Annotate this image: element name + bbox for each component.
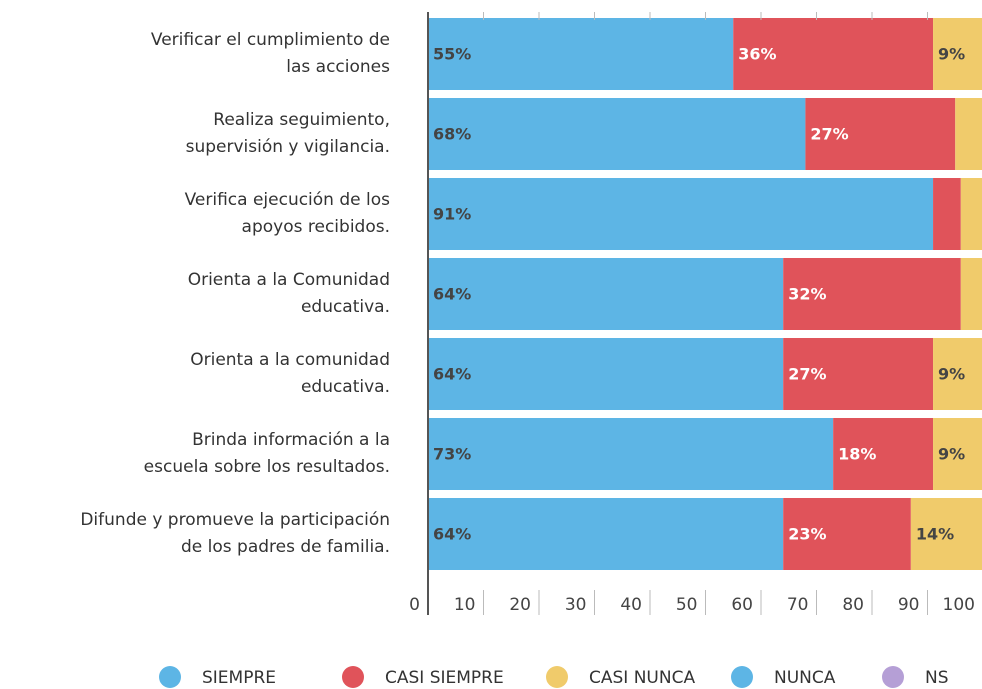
x-tick-label: 60	[731, 595, 753, 615]
legend-label: NS	[925, 668, 949, 688]
data-label: 64%	[433, 525, 471, 544]
bar-segment	[910, 498, 982, 570]
bar-segment	[428, 18, 734, 90]
bar-segment	[783, 498, 911, 570]
data-label: 18%	[838, 445, 876, 464]
data-label: 64%	[433, 285, 471, 304]
bar-segment	[933, 178, 961, 250]
data-label: 9%	[938, 445, 965, 464]
x-tick-label: 100	[943, 595, 975, 615]
legend-swatch	[342, 666, 364, 688]
data-label: 32%	[788, 285, 826, 304]
bar-segment	[428, 498, 784, 570]
legend-label: CASI SIEMPRE	[385, 668, 504, 688]
bar-segment	[428, 178, 934, 250]
bar-segment	[933, 338, 982, 410]
legend-swatch	[159, 666, 181, 688]
data-label: 64%	[433, 365, 471, 384]
bar-segment	[960, 178, 982, 250]
data-label: 27%	[788, 365, 826, 384]
x-tick-label: 70	[787, 595, 809, 615]
legend-swatch	[731, 666, 753, 688]
bar-segment	[428, 98, 806, 170]
legend-swatch	[882, 666, 904, 688]
bar-segment	[428, 418, 834, 490]
x-tick-label: 80	[842, 595, 864, 615]
data-label: 55%	[433, 45, 471, 64]
bar-segment	[783, 338, 934, 410]
x-tick-label: 90	[898, 595, 920, 615]
category-label: Brinda información a la escuela sobre lo…	[143, 430, 390, 477]
x-tick-label: 0	[409, 595, 420, 615]
data-label: 36%	[738, 45, 776, 64]
bar-segment	[733, 18, 934, 90]
x-tick-label: 40	[620, 595, 642, 615]
data-label: 14%	[916, 525, 954, 544]
category-label: Orienta a la Comunidad educativa.	[187, 270, 390, 317]
data-label: 9%	[938, 45, 965, 64]
category-label: Verificar el cumplimiento de las accione…	[150, 30, 390, 73]
category-label: Orienta a la comunidad educativa.	[190, 350, 390, 397]
category-label: Difunde y promueve la participación de l…	[80, 510, 390, 557]
x-tick-label: 50	[676, 595, 698, 615]
bar-segment	[933, 418, 982, 490]
data-label: 73%	[433, 445, 471, 464]
category-label: Realiza seguimiento, supervisión y vigil…	[185, 110, 390, 157]
data-label: 9%	[938, 365, 965, 384]
legend-label: SIEMPRE	[202, 668, 276, 688]
legend-label: CASI NUNCA	[589, 668, 695, 688]
legend-label: NUNCA	[774, 668, 836, 688]
x-tick-label: 20	[509, 595, 531, 615]
bar-segment	[428, 258, 784, 330]
bar-segment	[833, 418, 934, 490]
category-label: Verifica ejecución de los apoyos recibid…	[184, 190, 390, 237]
bar-segment	[805, 98, 956, 170]
bar-segment	[933, 18, 982, 90]
data-label: 91%	[433, 205, 471, 224]
data-label: 27%	[810, 125, 848, 144]
bar-segment	[783, 258, 961, 330]
bar-segment	[960, 258, 982, 330]
data-label: 68%	[433, 125, 471, 144]
x-tick-label: 30	[565, 595, 587, 615]
bar-segment	[955, 98, 982, 170]
data-label: 23%	[788, 525, 826, 544]
x-tick-label: 10	[454, 595, 476, 615]
bar-segment	[428, 338, 784, 410]
legend-swatch	[546, 666, 568, 688]
